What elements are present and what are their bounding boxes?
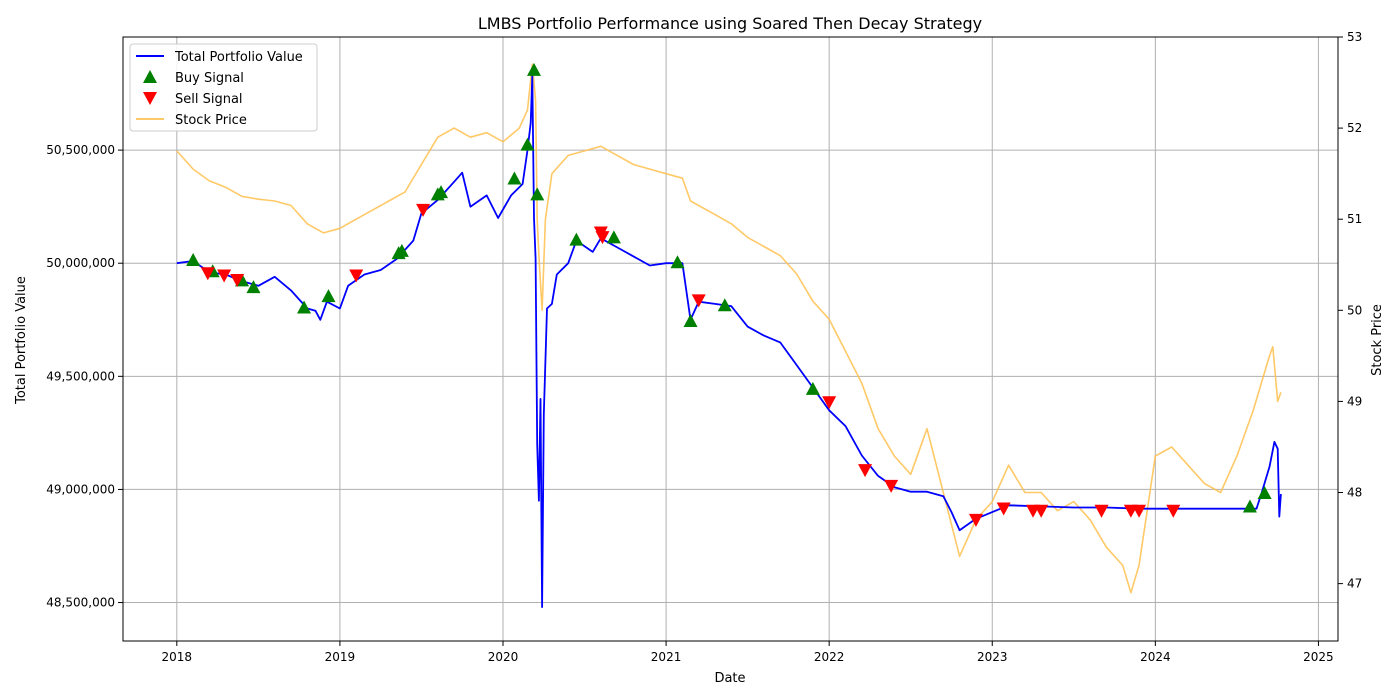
x-tick-label: 2025 bbox=[1303, 650, 1334, 664]
buy-signal-marker bbox=[246, 280, 261, 294]
y-left-axis-ticks: 48,500,000 49,000,000 49,500,000 50,000,000… bbox=[46, 143, 123, 610]
sell-signal-marker bbox=[884, 479, 899, 493]
legend: Total Portfolio Value Buy Signal Sell Si… bbox=[129, 43, 318, 132]
x-tick-label: 2023 bbox=[977, 650, 1008, 664]
legend-label-portfolio: Total Portfolio Value bbox=[174, 50, 303, 65]
sell-signal-marker bbox=[349, 269, 364, 283]
buy-signal-marker bbox=[434, 185, 449, 199]
sell-signal-marker bbox=[1132, 504, 1147, 518]
chart-title: LMBS Portfolio Performance using Soared … bbox=[478, 14, 982, 33]
y-right-tick-label: 53 bbox=[1347, 30, 1362, 44]
sell-signal-marker bbox=[416, 203, 431, 217]
y-left-tick-label: 49,500,000 bbox=[46, 369, 115, 383]
sell-signal-marker bbox=[822, 396, 837, 410]
y-left-tick-label: 50,500,000 bbox=[46, 143, 115, 157]
sell-signal-marker bbox=[968, 513, 983, 527]
legend-label-sell: Sell Signal bbox=[175, 92, 243, 107]
y-right-axis-ticks: 47 48 49 50 51 52 53 bbox=[1338, 30, 1362, 591]
y-right-tick-label: 49 bbox=[1347, 394, 1362, 408]
buy-signal-marker bbox=[606, 230, 621, 244]
y-right-tick-label: 50 bbox=[1347, 303, 1362, 317]
sell-signal-marker bbox=[1166, 504, 1181, 518]
buy-signal-marker bbox=[1257, 485, 1272, 499]
buy-signal-marker bbox=[520, 137, 535, 151]
buy-signal-marker bbox=[526, 62, 541, 76]
y-right-tick-label: 48 bbox=[1347, 486, 1362, 500]
x-tick-label: 2019 bbox=[325, 650, 356, 664]
sell-signal-marker bbox=[230, 274, 245, 288]
sell-signal-marker bbox=[200, 267, 215, 281]
buy-signal-marker bbox=[805, 381, 820, 395]
y-left-tick-label: 50,000,000 bbox=[46, 256, 115, 270]
sell-signal-marker bbox=[217, 269, 232, 283]
buy-signal-marker bbox=[683, 314, 698, 328]
buy-signal-marker bbox=[297, 300, 312, 314]
series-line-stock-price bbox=[176, 63, 1282, 594]
sell-signal-marker bbox=[1094, 504, 1109, 518]
sell-signal-marker bbox=[1034, 504, 1049, 518]
buy-signal-marker bbox=[530, 187, 545, 201]
y-left-axis-label: Total Portfolio Value bbox=[14, 276, 29, 405]
legend-swatch-buy bbox=[143, 70, 157, 83]
buy-signal-marker bbox=[1242, 499, 1257, 513]
x-tick-label: 2022 bbox=[814, 650, 845, 664]
buy-signal-marker bbox=[717, 298, 732, 312]
x-tick-label: 2021 bbox=[651, 650, 682, 664]
legend-label-stock: Stock Price bbox=[175, 113, 247, 128]
sell-signal-marker bbox=[858, 464, 873, 478]
y-right-tick-label: 47 bbox=[1347, 577, 1362, 591]
stock-price-layer bbox=[176, 63, 1282, 594]
buy-signal-marker bbox=[507, 171, 522, 185]
x-tick-label: 2020 bbox=[488, 650, 519, 664]
buy-signal-marker bbox=[186, 252, 201, 266]
x-axis-ticks: 2018 2019 2020 2021 2022 2023 2024 2025 bbox=[162, 641, 1334, 664]
buy-signal-marker bbox=[321, 289, 336, 303]
buy-signal-marker bbox=[394, 243, 409, 257]
sell-signal-marker bbox=[595, 231, 610, 245]
y-right-axis-label: Stock Price bbox=[1370, 304, 1385, 376]
y-right-tick-label: 51 bbox=[1347, 212, 1362, 226]
legend-label-buy: Buy Signal bbox=[175, 71, 244, 86]
y-left-tick-label: 49,000,000 bbox=[46, 482, 115, 496]
x-tick-label: 2024 bbox=[1140, 650, 1171, 664]
sell-signal-marker bbox=[996, 502, 1011, 516]
signals-layer bbox=[186, 62, 1272, 527]
legend-swatch-sell bbox=[143, 92, 157, 105]
legend-box bbox=[129, 43, 318, 132]
sell-signal-marker bbox=[691, 294, 706, 308]
buy-signal-marker bbox=[569, 232, 584, 246]
x-axis-label: Date bbox=[714, 671, 745, 686]
buy-signal-marker bbox=[670, 255, 685, 269]
y-right-tick-label: 52 bbox=[1347, 121, 1362, 135]
plot-frame bbox=[122, 36, 1339, 642]
grid-lines bbox=[123, 37, 1338, 641]
x-tick-label: 2018 bbox=[162, 650, 193, 664]
y-left-tick-label: 48,500,000 bbox=[46, 596, 115, 610]
